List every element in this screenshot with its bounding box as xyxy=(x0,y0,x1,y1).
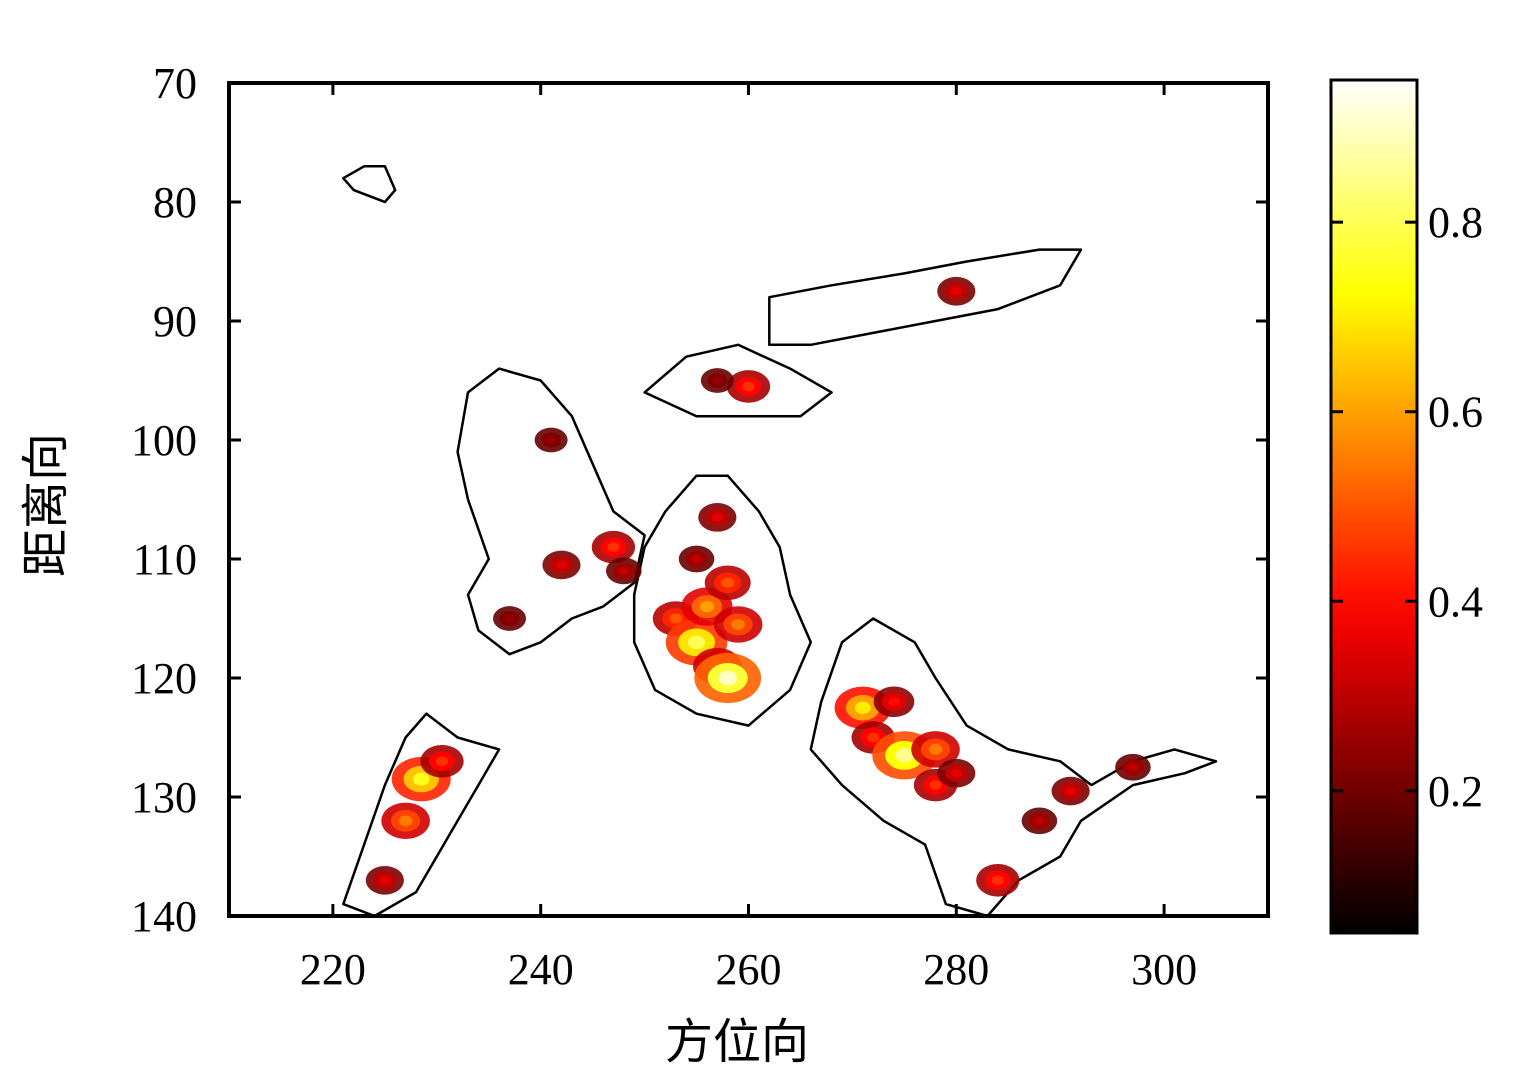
x-tick-label: 280 xyxy=(923,945,989,994)
hotspot-core-17 xyxy=(691,555,702,563)
contour-top-center xyxy=(643,343,833,418)
hotspot-core-22 xyxy=(867,732,880,743)
hotspot-core-4 xyxy=(504,614,515,623)
x-tick-label: 220 xyxy=(300,945,366,994)
colorbar-tick-label: 0.6 xyxy=(1428,388,1483,437)
colorbar-tick-label: 0.2 xyxy=(1428,767,1483,816)
y-tick-label: 80 xyxy=(153,178,197,227)
x-tick-label: 240 xyxy=(508,945,574,994)
colorbar-ticks: 0.2 0.4 0.6 0.8 xyxy=(1331,198,1483,816)
y-tick-label: 100 xyxy=(131,416,197,465)
hotspot-core-18 xyxy=(742,381,755,392)
hotspot-core-19 xyxy=(712,376,722,385)
contour-lower-right xyxy=(809,617,1218,916)
y-tick-label: 70 xyxy=(153,59,197,108)
hotspot-core-14 xyxy=(721,577,735,588)
y-tick-label: 90 xyxy=(153,297,197,346)
hotspot-core-20 xyxy=(950,287,962,296)
hotspot-core-2 xyxy=(412,772,430,786)
hotspot-core-0 xyxy=(379,876,391,885)
colorbar-tick-label: 0.8 xyxy=(1428,198,1483,247)
y-tick-label: 130 xyxy=(131,773,197,822)
hotspot-core-16 xyxy=(711,513,723,522)
hotspot-core-27 xyxy=(950,768,962,778)
hotspot-core-25 xyxy=(928,744,943,755)
hotspot-core-11 xyxy=(699,600,715,613)
x-axis-ticks: 220 240 260 280 300 xyxy=(300,83,1197,994)
contour-central-blob xyxy=(632,474,813,727)
x-axis-label: 方位向 xyxy=(665,1014,809,1070)
hotspot-core-10 xyxy=(687,635,706,650)
hotspot-core-13 xyxy=(718,670,738,686)
colorbar xyxy=(1329,78,1419,935)
contour-upper-left-arm xyxy=(342,165,397,204)
hotspot-core-24 xyxy=(895,748,914,763)
hotspot-core-30 xyxy=(1065,786,1076,796)
hotspot-core-21 xyxy=(854,701,871,714)
y-tick-label: 140 xyxy=(131,892,197,941)
hotspot-core-23 xyxy=(888,697,900,707)
plot-content xyxy=(342,165,1218,916)
x-tick-label: 260 xyxy=(716,945,782,994)
y-axis-ticks: 70 80 90 100 110 120 130 140 xyxy=(131,59,1268,941)
y-axis-label: 距离向 xyxy=(18,433,74,577)
contour-lower-left xyxy=(342,712,501,916)
hotspot-core-28 xyxy=(991,875,1004,886)
hotspot-core-26 xyxy=(929,780,942,790)
hotspot-core-5 xyxy=(546,436,556,444)
y-tick-label: 110 xyxy=(133,535,197,584)
hotspot-core-31 xyxy=(1127,763,1138,772)
x-tick-label: 300 xyxy=(1131,945,1197,994)
hotspot-core-1 xyxy=(398,815,413,827)
hotspot-core-15 xyxy=(731,619,745,630)
hotspot-core-6 xyxy=(556,560,567,570)
hotspot-core-9 xyxy=(669,613,683,624)
colorbar-tick-label: 0.4 xyxy=(1428,577,1483,626)
hotspot-core-29 xyxy=(1034,816,1045,825)
contour-left-arm xyxy=(456,367,646,656)
hotspot-core-7 xyxy=(607,542,620,552)
hotspot-core-3 xyxy=(435,756,449,767)
contour-upper-right-arm xyxy=(768,248,1083,347)
hotspot-core-8 xyxy=(618,566,629,575)
y-tick-label: 120 xyxy=(131,654,197,703)
